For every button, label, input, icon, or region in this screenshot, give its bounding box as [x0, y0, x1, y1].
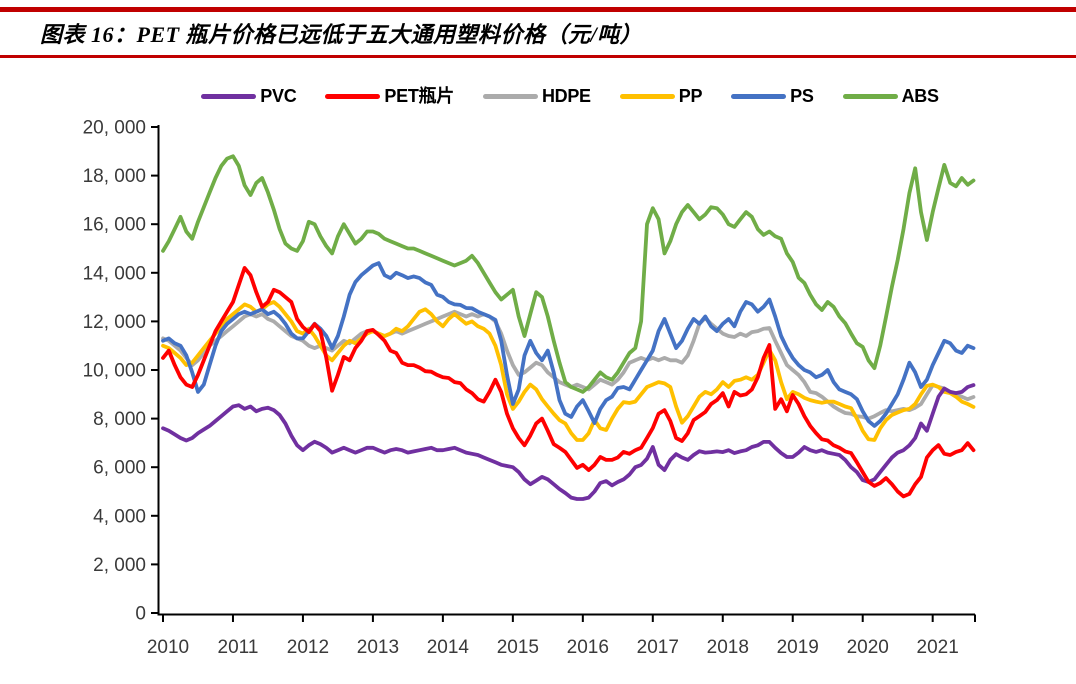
y-tick-label: 10, 000 — [83, 361, 146, 382]
x-tick-label: 2015 — [497, 637, 539, 658]
x-tick-label: 2010 — [147, 637, 189, 658]
legend-label: PET瓶片 — [384, 86, 454, 106]
y-tick-label: 4, 000 — [93, 506, 146, 527]
x-tick-label: 2021 — [917, 637, 959, 658]
series-line-PVC — [161, 383, 976, 501]
x-tick-label: 2019 — [777, 637, 819, 658]
y-tick-label: 2, 000 — [93, 555, 146, 576]
legend-swatch-PP — [619, 93, 675, 99]
y-tick-label: 8, 000 — [93, 409, 146, 430]
x-tick-label: 2018 — [707, 637, 749, 658]
legend-item-PP: PP — [619, 86, 703, 106]
x-tick-label: 2012 — [287, 637, 329, 658]
legend-label: HDPE — [541, 86, 591, 106]
series-line-PS — [161, 261, 976, 428]
x-tick-label: 2016 — [567, 637, 609, 658]
x-tick-label: 2014 — [427, 637, 470, 658]
y-tick-label: 20, 000 — [83, 118, 146, 139]
y-tick-label: 18, 000 — [83, 166, 146, 187]
bottom-rule — [0, 55, 1076, 58]
y-tick-label: 6, 000 — [93, 458, 146, 479]
legend-swatch-HDPE — [482, 93, 538, 99]
legend-swatch-PS — [731, 93, 787, 99]
y-tick-label: 16, 000 — [83, 215, 146, 236]
series-line-PET瓶片 — [161, 266, 976, 499]
legend-label: PVC — [260, 86, 297, 106]
legend-swatch-PET瓶片 — [325, 93, 381, 99]
legend-swatch-ABS — [842, 93, 898, 99]
legend-label: PS — [790, 86, 814, 106]
x-tick-label: 2017 — [637, 637, 679, 658]
legend-item-PS: PS — [731, 86, 814, 106]
legend-swatch-PVC — [201, 93, 257, 99]
series-line-PP — [161, 300, 976, 442]
x-tick-label: 2011 — [218, 637, 259, 658]
legend-label: ABS — [901, 86, 939, 106]
y-tick-label: 0 — [135, 604, 146, 625]
legend-item-ABS: ABS — [842, 86, 939, 106]
series-line-ABS — [161, 154, 976, 394]
legend-item-PVC: PVC — [201, 86, 297, 106]
figure-title: 图表 16：PET 瓶片价格已远低于五大通用塑料价格（元/吨） — [40, 22, 643, 47]
series-line-HDPE — [161, 309, 976, 421]
chart-legend: PVC PET瓶片 HDPE PP PS ABS — [0, 87, 1076, 105]
legend-label: PP — [678, 86, 703, 106]
y-tick-label: 12, 000 — [83, 312, 146, 333]
legend-item-HDPE: HDPE — [482, 86, 591, 106]
legend-item-PET瓶片: PET瓶片 — [325, 87, 454, 105]
x-tick-label: 2020 — [847, 637, 889, 658]
x-tick-label: 2013 — [357, 637, 399, 658]
y-tick-label: 14, 000 — [83, 263, 146, 284]
top-rule — [0, 7, 1076, 12]
